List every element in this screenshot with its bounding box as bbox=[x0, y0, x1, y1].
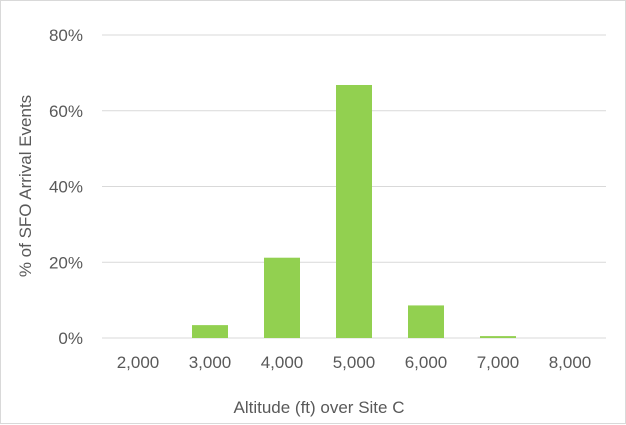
x-tick-label: 3,000 bbox=[189, 353, 232, 372]
y-tick-label: 40% bbox=[49, 178, 83, 197]
x-tick-label: 7,000 bbox=[477, 353, 520, 372]
x-tick-label: 5,000 bbox=[333, 353, 376, 372]
bar bbox=[192, 325, 228, 338]
x-tick-label: 4,000 bbox=[261, 353, 304, 372]
y-axis-ticks: 0% 20% 40% 60% 80% bbox=[49, 26, 83, 348]
x-axis-title: Altitude (ft) over Site C bbox=[233, 398, 404, 417]
bar bbox=[408, 305, 444, 338]
bar bbox=[480, 336, 516, 338]
y-tick-label: 20% bbox=[49, 253, 83, 272]
y-tick-label: 60% bbox=[49, 102, 83, 121]
y-axis-title: % of SFO Arrival Events bbox=[16, 95, 35, 277]
y-tick-label: 80% bbox=[49, 26, 83, 45]
x-tick-label: 2,000 bbox=[117, 353, 160, 372]
x-tick-label: 8,000 bbox=[549, 353, 592, 372]
x-axis-ticks: 2,000 3,000 4,000 5,000 6,000 7,000 8,000 bbox=[117, 353, 592, 372]
x-tick-label: 6,000 bbox=[405, 353, 448, 372]
bars bbox=[192, 84, 516, 339]
y-tick-label: 0% bbox=[58, 329, 83, 348]
bar bbox=[264, 257, 300, 338]
bar bbox=[336, 84, 372, 339]
